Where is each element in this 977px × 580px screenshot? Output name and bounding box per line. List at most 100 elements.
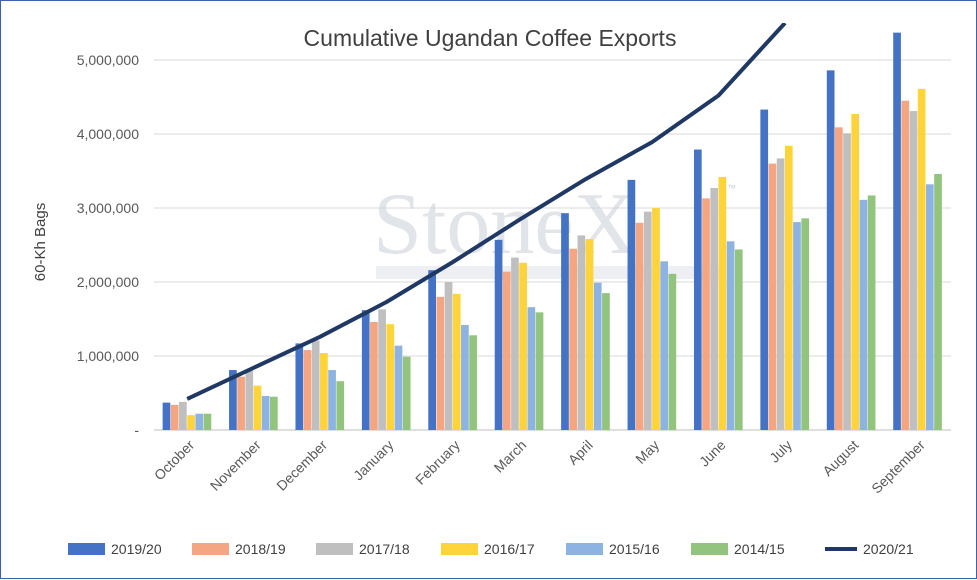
legend-swatch xyxy=(566,543,603,555)
bar-2016-17-june xyxy=(718,176,727,430)
bar-2017-18-november xyxy=(245,370,254,430)
bar-2015-16-february xyxy=(461,324,469,430)
bar-2015-16-march xyxy=(527,307,536,430)
y-axis-label: 60-Kh Bags xyxy=(32,203,49,281)
bar-2018-19-november xyxy=(237,376,245,430)
y-tick-label: 3,000,000 xyxy=(77,200,139,216)
x-tick-label: October xyxy=(151,437,198,484)
y-tick-label: 5,000,000 xyxy=(77,52,139,68)
gridlines xyxy=(154,59,951,431)
bar-2014-15-may xyxy=(668,273,677,430)
bar-2018-19-august xyxy=(834,127,843,430)
legend-label: 2017/18 xyxy=(359,541,410,557)
y-tick-label: 1,000,000 xyxy=(77,348,139,364)
bar-2017-18-february xyxy=(444,282,453,430)
bar-2014-15-december xyxy=(336,381,345,430)
bar-2016-17-august xyxy=(851,114,860,431)
bar-2018-19-january xyxy=(370,321,378,430)
bars xyxy=(162,32,942,431)
watermark-trademark: ™ xyxy=(727,183,736,193)
bar-2017-18-december xyxy=(311,340,320,430)
legend-label: 2015/16 xyxy=(609,541,660,557)
bar-2014-15-july xyxy=(801,218,810,430)
bar-2018-19-october xyxy=(170,404,179,430)
bar-2019-20-may xyxy=(627,179,636,430)
bar-2014-15-march xyxy=(535,312,544,430)
watermark: StoneX ™ xyxy=(373,176,736,279)
bar-2018-19-july xyxy=(768,163,777,430)
bar-2016-17-may xyxy=(652,208,660,430)
bar-2016-17-october xyxy=(187,415,195,430)
watermark-text: StoneX xyxy=(373,176,637,273)
bar-2014-15-january xyxy=(402,356,411,430)
y-tick-label: - xyxy=(134,422,139,438)
bar-2017-18-july xyxy=(776,158,785,431)
bar-2019-20-november xyxy=(229,370,237,430)
bar-2016-17-september xyxy=(917,88,926,431)
y-tick-label: 4,000,000 xyxy=(77,126,139,142)
bar-2016-17-february xyxy=(452,293,461,430)
bar-2016-17-march xyxy=(519,262,527,430)
bar-2017-18-may xyxy=(643,211,652,430)
bar-2015-16-july xyxy=(793,222,801,430)
line-series xyxy=(186,23,787,401)
bar-2018-19-may xyxy=(635,222,644,430)
bar-2016-17-december xyxy=(320,353,328,430)
bar-2015-16-december xyxy=(328,370,336,430)
bar-2016-17-january xyxy=(386,324,395,430)
x-tick-label: November xyxy=(207,437,264,494)
legend-swatch xyxy=(316,543,353,555)
bar-2018-19-february xyxy=(436,296,445,430)
bar-2014-15-june xyxy=(734,249,743,430)
x-tick-label: December xyxy=(273,437,330,494)
bar-2015-16-september xyxy=(925,184,934,430)
bar-2015-16-october xyxy=(195,413,204,430)
bar-2018-19-april xyxy=(569,248,578,430)
bar-2019-20-september xyxy=(893,32,901,431)
bar-2016-17-november xyxy=(253,385,262,430)
bar-2014-15-september xyxy=(934,173,942,430)
legend: 2019/20 2018/19 2017/18 2016/17 2015/16 2014/… xyxy=(68,541,914,557)
x-tick-label: July xyxy=(766,437,795,466)
bar-2019-20-april xyxy=(561,213,569,430)
legend-label: 2014/15 xyxy=(734,541,785,557)
x-tick-label: March xyxy=(491,437,530,476)
x-tick-label: February xyxy=(412,437,463,488)
y-axis: - 1,000,000 2,000,000 3,000,000 4,000,000 5,0… xyxy=(77,52,140,438)
bar-2015-16-june xyxy=(726,241,735,430)
x-axis: October November December January February Ma… xyxy=(151,437,928,497)
legend-swatch xyxy=(192,543,229,555)
bar-2015-16-may xyxy=(660,261,669,430)
bar-2014-15-august xyxy=(867,195,876,430)
bar-2017-18-august xyxy=(843,133,851,430)
bar-2018-19-june xyxy=(702,198,710,430)
legend-label: 2016/17 xyxy=(484,541,535,557)
bar-2015-16-august xyxy=(859,199,868,430)
bar-2014-15-april xyxy=(602,293,610,430)
bar-2016-17-july xyxy=(784,145,793,430)
bar-2019-20-january xyxy=(361,310,370,430)
bar-2019-20-june xyxy=(693,149,702,431)
bar-2017-18-january xyxy=(378,309,386,430)
x-tick-label: May xyxy=(632,437,662,467)
bar-2014-15-october xyxy=(203,413,212,430)
bar-2018-19-december xyxy=(303,350,312,430)
x-tick-label: April xyxy=(565,437,596,468)
bar-2018-19-september xyxy=(901,100,910,430)
bar-2018-19-march xyxy=(502,271,511,430)
bar-2015-16-january xyxy=(394,345,403,430)
bar-2015-16-november xyxy=(261,395,270,430)
bar-2016-17-april xyxy=(585,239,594,430)
legend-swatch xyxy=(691,543,728,555)
chart-title: Cumulative Ugandan Coffee Exports xyxy=(304,25,677,51)
bar-2017-18-march xyxy=(511,257,519,430)
bar-2019-20-december xyxy=(295,343,304,430)
bar-2014-15-november xyxy=(270,396,278,430)
x-tick-label: September xyxy=(868,437,928,497)
bar-2017-18-april xyxy=(577,235,586,430)
bar-2014-15-february xyxy=(469,335,477,430)
bar-2019-20-march xyxy=(494,239,503,430)
bar-2015-16-april xyxy=(593,282,602,430)
